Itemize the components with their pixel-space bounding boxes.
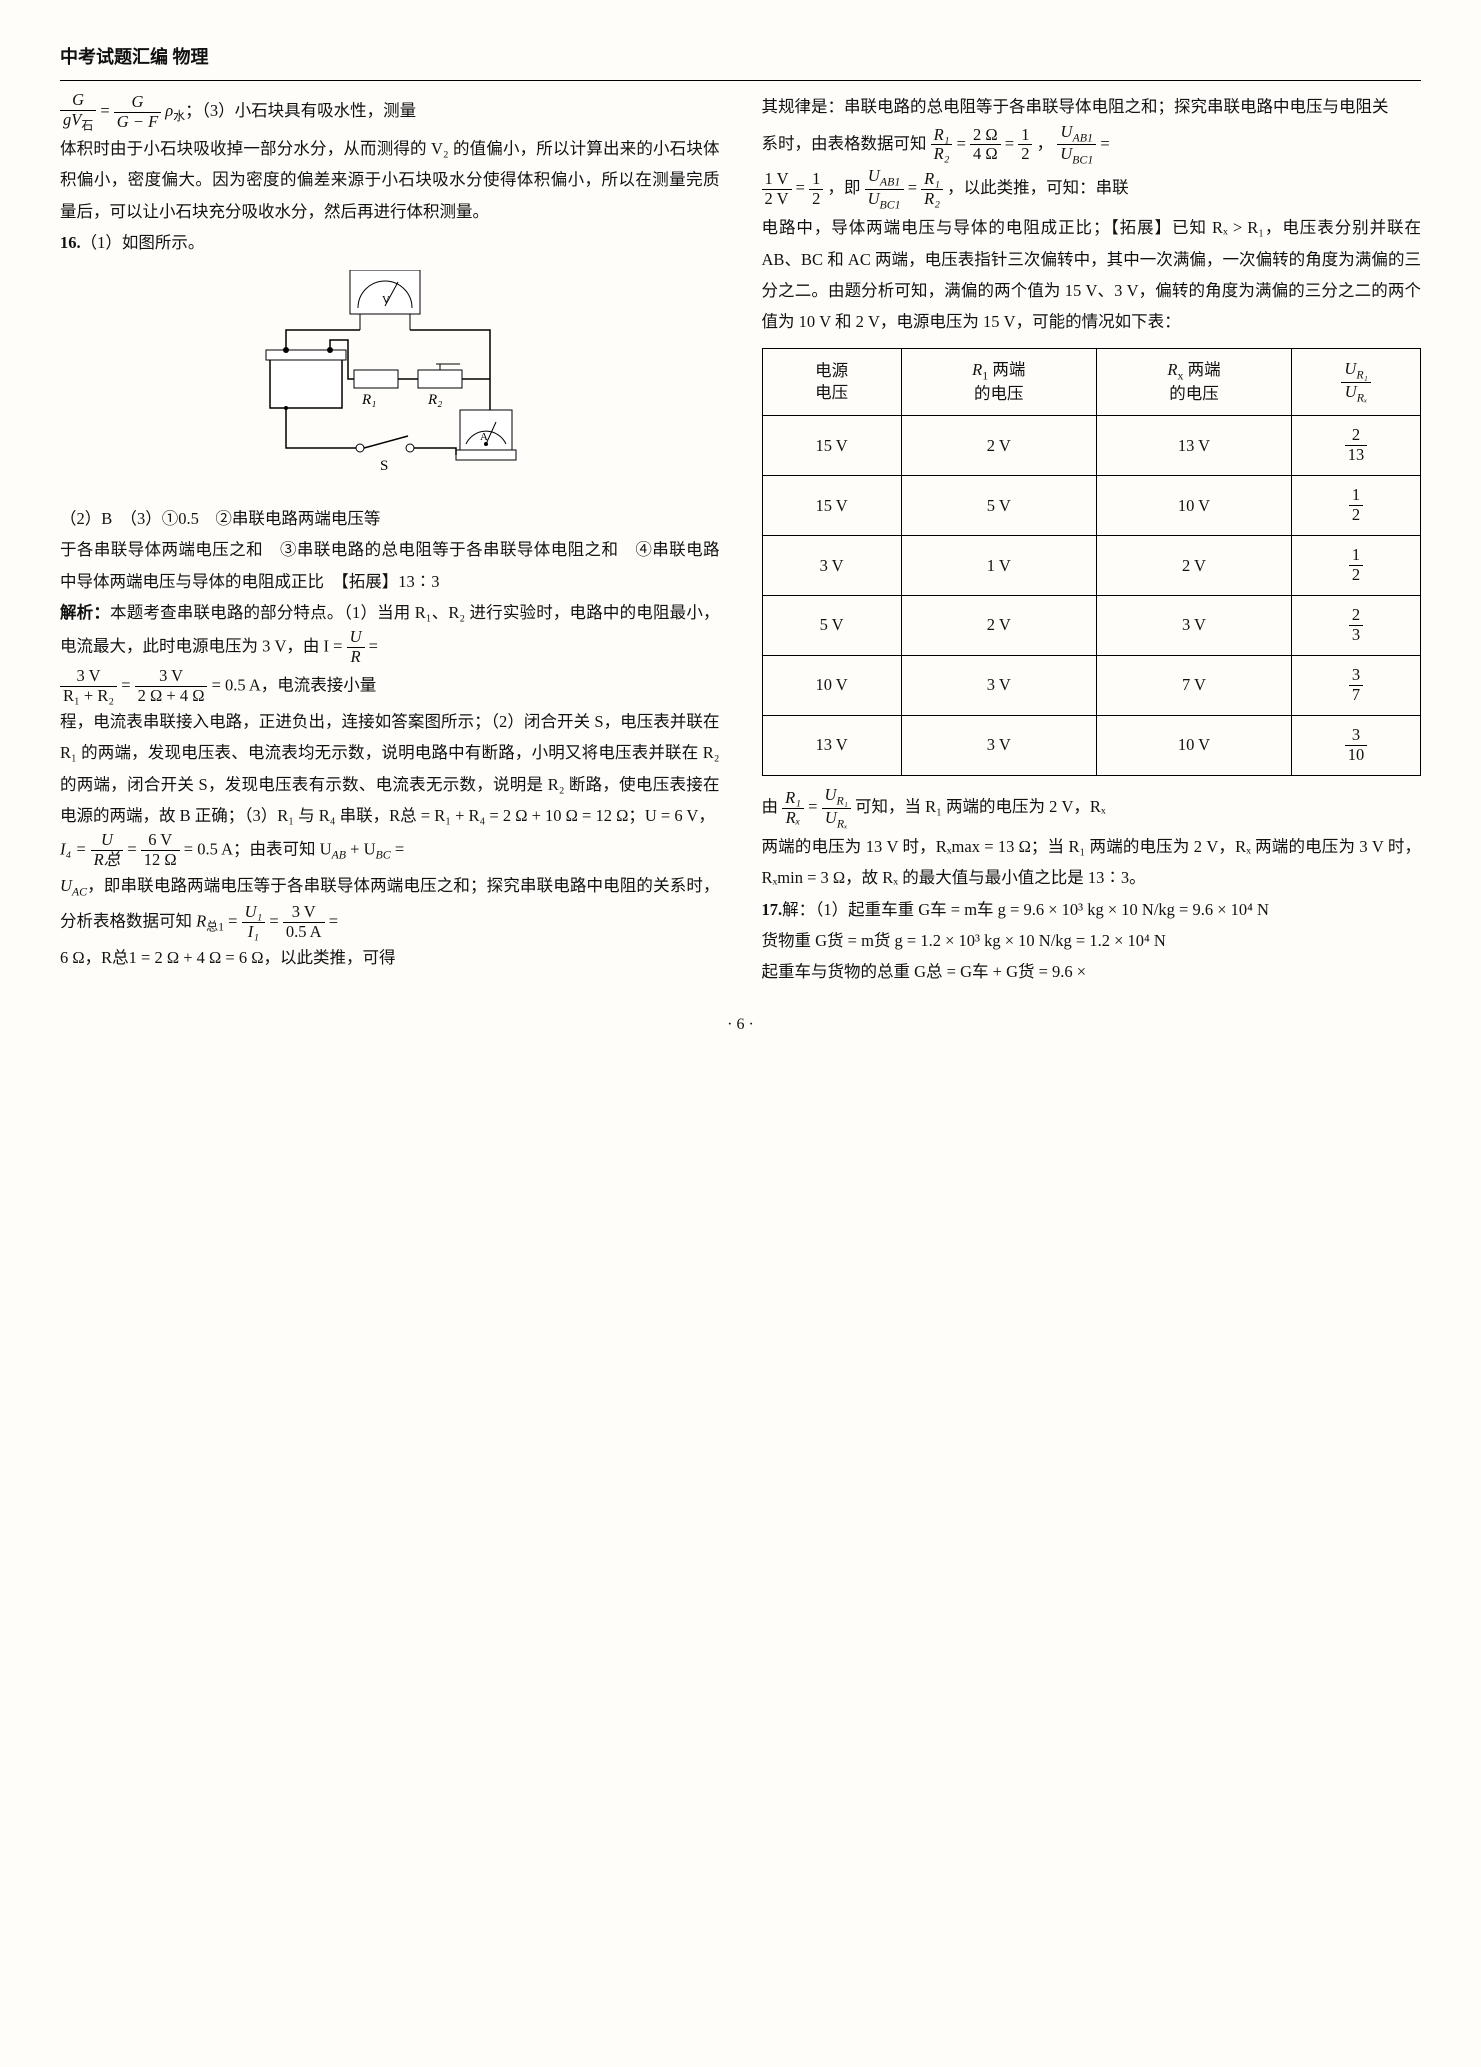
- table-cell: 2 V: [1096, 536, 1291, 596]
- table-cell-frac: 310: [1292, 716, 1421, 776]
- table-body: 15 V2 V13 V21315 V5 V10 V123 V1 V2 V125 …: [762, 416, 1421, 776]
- th-r1: R1 两端的电压: [901, 348, 1096, 416]
- eq-opening: GgV石 = GG − F ρ水；（3）小石块具有吸水性，测量: [60, 91, 720, 133]
- page-header: 中考试题汇编 物理: [60, 40, 1421, 81]
- analysis-eq2: 3 VR₁ + R₂ = 3 V2 Ω + 4 Ω = 0.5 A，电流表接小量: [60, 667, 720, 706]
- th-ratio: UR₁ URₓ: [1292, 348, 1421, 416]
- table-cell: 15 V: [762, 476, 901, 536]
- table-cell: 13 V: [1096, 416, 1291, 476]
- table-cell: 3 V: [1096, 596, 1291, 656]
- item16: 16.（1）如图所示。: [60, 227, 720, 258]
- right-p3: 两端的电压为 13 V 时，Rₓmax = 13 Ω；当 R₁ 两端的电压为 2…: [762, 831, 1422, 894]
- table-row: 5 V2 V3 V23: [762, 596, 1421, 656]
- table-cell: 10 V: [762, 656, 901, 716]
- table-cell-frac: 37: [1292, 656, 1421, 716]
- svg-text:R₁: R₁: [361, 392, 376, 408]
- left-column: GgV石 = GG − F ρ水；（3）小石块具有吸水性，测量 体积时由于小石块…: [60, 91, 720, 987]
- svg-text:A: A: [480, 431, 488, 443]
- table-cell: 15 V: [762, 416, 901, 476]
- table-row: 3 V1 V2 V12: [762, 536, 1421, 596]
- right-p1b: 系时，由表格数据可知 R₁R₂ = 2 Ω4 Ω = 12 ， UAB1UBC1…: [762, 123, 1422, 168]
- table-row: 10 V3 V7 V37: [762, 656, 1421, 716]
- table-cell-frac: 213: [1292, 416, 1421, 476]
- left-p1: 体积时由于小石块吸收掉一部分水分，从而测得的 V₂ 的值偏小，所以计算出来的小石…: [60, 133, 720, 227]
- table-cell: 7 V: [1096, 656, 1291, 716]
- th-source: 电源电压: [762, 348, 901, 416]
- svg-text:R₂: R₂: [427, 392, 442, 408]
- table-cell: 5 V: [901, 476, 1096, 536]
- analysis-3: UAC，即串联电路两端电压等于各串联导体两端电压之和；探究串联电路中电阻的关系时…: [60, 870, 720, 942]
- table-cell: 10 V: [1096, 476, 1291, 536]
- analysis-2: 程，电流表串联接入电路，正进负出，连接如答案图所示；（2）闭合开关 S，电压表并…: [60, 706, 720, 831]
- page-number: · 6 ·: [60, 1010, 1421, 1040]
- svg-text:S: S: [380, 458, 388, 474]
- item17c: 起重车与货物的总重 G总 = G车 + G货 = 9.6 ×: [762, 956, 1422, 987]
- table-cell: 10 V: [1096, 716, 1291, 776]
- analysis-4: 6 Ω，R总1 = 2 Ω + 4 Ω = 6 Ω，以此类推，可得: [60, 942, 720, 973]
- voltage-table: 电源电压 R1 两端的电压 Rx 两端的电压 UR₁ URₓ 15 V2 V13…: [762, 348, 1422, 776]
- analysis-1: 解析：本题考查串联电路的部分特点。（1）当用 R₁、R₂ 进行实验时，电路中的电…: [60, 597, 720, 667]
- th-rx: Rx 两端的电压: [1096, 348, 1291, 416]
- item17b: 货物重 G货 = m货 g = 1.2 × 10³ kg × 10 N/kg =…: [762, 925, 1422, 956]
- table-cell: 1 V: [901, 536, 1096, 596]
- right-p2: 电路中，导体两端电压与导体的电阻成正比；【拓展】已知 Rₓ > R₁，电压表分别…: [762, 212, 1422, 337]
- left-p2b: 于各串联导体两端电压之和 ③串联电路的总电阻等于各串联导体电阻之和 ④串联电路中…: [60, 534, 720, 597]
- right-column: 其规律是：串联电路的总电阻等于各串联导体电阻之和；探究串联电路中电压与电阻关 系…: [762, 91, 1422, 987]
- table-cell-frac: 12: [1292, 536, 1421, 596]
- table-row: 13 V3 V10 V310: [762, 716, 1421, 776]
- table-cell-frac: 12: [1292, 476, 1421, 536]
- svg-text:V: V: [382, 294, 390, 306]
- right-p2a: 1 V2 V = 12 ，即 UAB1UBC1 = R₁R₂ ，以此类推，可知：…: [762, 167, 1422, 212]
- right-p3a: 由 R₁Rₓ = UR₁URₓ 可知，当 R₁ 两端的电压为 2 V，Rₓ: [762, 786, 1422, 831]
- left-p2b-1: （2）B （3）①0.5 ②串联电路两端电压等: [60, 503, 720, 534]
- table-cell: 3 V: [901, 716, 1096, 776]
- item17: 17.解：（1）起重车重 G车 = m车 g = 9.6 × 10³ kg × …: [762, 894, 1422, 925]
- table-row: 15 V5 V10 V12: [762, 476, 1421, 536]
- table-cell: 3 V: [762, 536, 901, 596]
- table-cell-frac: 23: [1292, 596, 1421, 656]
- table-row: 15 V2 V13 V213: [762, 416, 1421, 476]
- table-cell: 2 V: [901, 416, 1096, 476]
- circuit-diagram: V R₁ R₂: [60, 270, 720, 490]
- content-columns: GgV石 = GG − F ρ水；（3）小石块具有吸水性，测量 体积时由于小石块…: [60, 91, 1421, 987]
- table-cell: 5 V: [762, 596, 901, 656]
- analysis-i4: I₄ = UR总 = 6 V12 Ω = 0.5 A；由表可知 UAB + UB…: [60, 831, 720, 870]
- right-p1: 其规律是：串联电路的总电阻等于各串联导体电阻之和；探究串联电路中电压与电阻关: [762, 91, 1422, 122]
- table-cell: 2 V: [901, 596, 1096, 656]
- table-cell: 13 V: [762, 716, 901, 776]
- table-cell: 3 V: [901, 656, 1096, 716]
